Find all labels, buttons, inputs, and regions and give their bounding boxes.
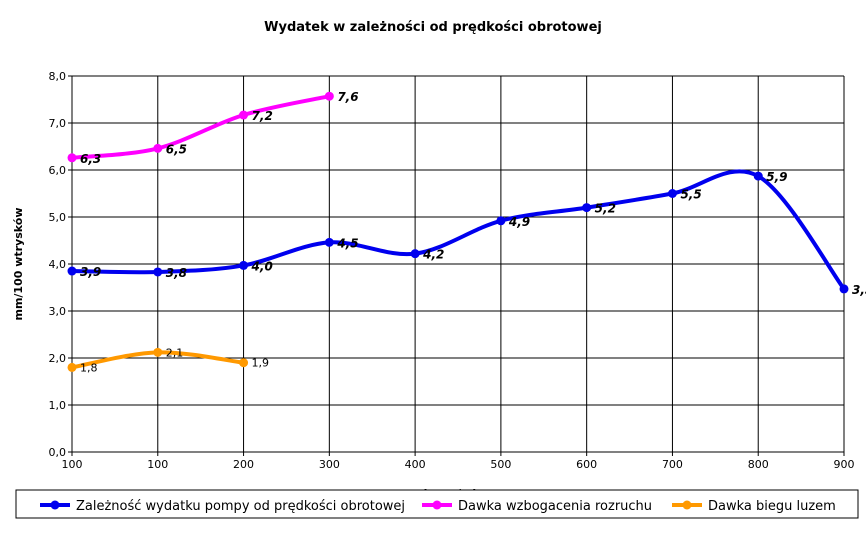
data-label: 4,0 [251, 259, 273, 273]
series-1 [67, 169, 849, 294]
series-layer [67, 91, 849, 372]
data-point [153, 267, 163, 277]
data-label: 1,8 [80, 361, 98, 374]
series-line [70, 169, 846, 291]
data-point [496, 216, 506, 226]
data-label: 3,9 [80, 265, 101, 279]
legend-label: Zależność wydatku pompy od prędkości obr… [76, 499, 405, 514]
series-line [70, 94, 332, 160]
y-tick-label: 5,0 [49, 211, 67, 224]
data-point [67, 362, 77, 372]
data-point [239, 110, 249, 120]
x-tick-label: 200 [233, 458, 254, 471]
data-label: 1,9 [252, 357, 269, 370]
chart-title: Wydatek w zależności od prędkości obroto… [264, 20, 602, 35]
legend-swatch-marker [682, 500, 692, 510]
data-label: 4,5 [336, 236, 358, 250]
data-point [153, 347, 163, 357]
y-axis-label: mm/100 wtrysków [12, 207, 25, 320]
data-label: 3,5 [852, 283, 866, 297]
x-tick-label: 400 [405, 458, 426, 471]
data-label: 6,3 [80, 152, 101, 166]
y-tick-label: 6,0 [49, 164, 67, 177]
data-point [67, 153, 77, 163]
data-label: 2,1 [166, 346, 184, 359]
legend-swatch-marker [50, 500, 60, 510]
data-label: 3,8 [166, 266, 187, 280]
x-tick-label: 100 [62, 458, 83, 471]
x-tick-label: 900 [834, 458, 855, 471]
data-label: 4,2 [422, 248, 444, 262]
legend-label: Dawka biegu luzem [708, 499, 836, 514]
data-label: 5,2 [595, 202, 616, 216]
x-tick-label: 600 [576, 458, 597, 471]
y-tick-labels: 0,0 1,0 2,0 3,0 4,0 5,0 6,0 7,0 8,0 [49, 70, 67, 459]
data-label: 7,6 [337, 90, 358, 104]
y-tick-label: 4,0 [49, 258, 67, 271]
x-tick-labels: 100 100 200 300 400 500 600 700 800 900 [62, 458, 855, 471]
data-point [239, 358, 249, 368]
legend: Zależność wydatku pompy od prędkości obr… [15, 489, 859, 519]
data-point [324, 91, 334, 101]
data-point [324, 237, 334, 247]
data-point [67, 266, 77, 276]
y-tick-label: 1,0 [49, 399, 67, 412]
x-tick-label: 800 [748, 458, 769, 471]
y-tick-label: 3,0 [49, 305, 67, 318]
data-point [667, 189, 677, 198]
legend-label: Dawka wzbogacenia rozruchu [458, 499, 652, 514]
data-point [239, 260, 249, 270]
x-tick-label: 300 [319, 458, 340, 471]
legend-swatch-marker [432, 500, 442, 510]
data-point [839, 284, 849, 294]
data-label: 5,5 [680, 188, 701, 202]
legend-entry-1: Zależność wydatku pompy od prędkości obr… [40, 499, 405, 514]
series-2 [67, 91, 334, 163]
data-label: 4,9 [508, 215, 530, 229]
y-tick-label: 0,0 [49, 446, 67, 459]
legend-entry-2: Dawka wzbogacenia rozruchu [422, 499, 652, 514]
x-tick-label: 700 [662, 458, 683, 471]
y-tick-label: 2,0 [49, 352, 67, 365]
y-tick-label: 7,0 [49, 117, 67, 130]
data-label: 7,2 [252, 109, 273, 123]
data-labels: 3,9 3,8 4,0 4,5 4,2 4,9 5,2 5,5 5,9 3,5 6,3 6,5 7,2 7… [80, 90, 866, 374]
data-label: 5,9 [766, 170, 787, 184]
data-point [753, 171, 763, 181]
x-tick-label: 100 [147, 458, 168, 471]
x-tick-label: 500 [490, 458, 511, 471]
legend-entry-3: Dawka biegu luzem [672, 499, 836, 514]
y-tick-label: 8,0 [49, 70, 67, 83]
series-3 [67, 347, 249, 372]
data-point [582, 203, 592, 213]
data-point [410, 249, 420, 259]
data-label: 6,5 [166, 142, 187, 156]
axes [68, 75, 845, 456]
data-point [153, 143, 163, 153]
